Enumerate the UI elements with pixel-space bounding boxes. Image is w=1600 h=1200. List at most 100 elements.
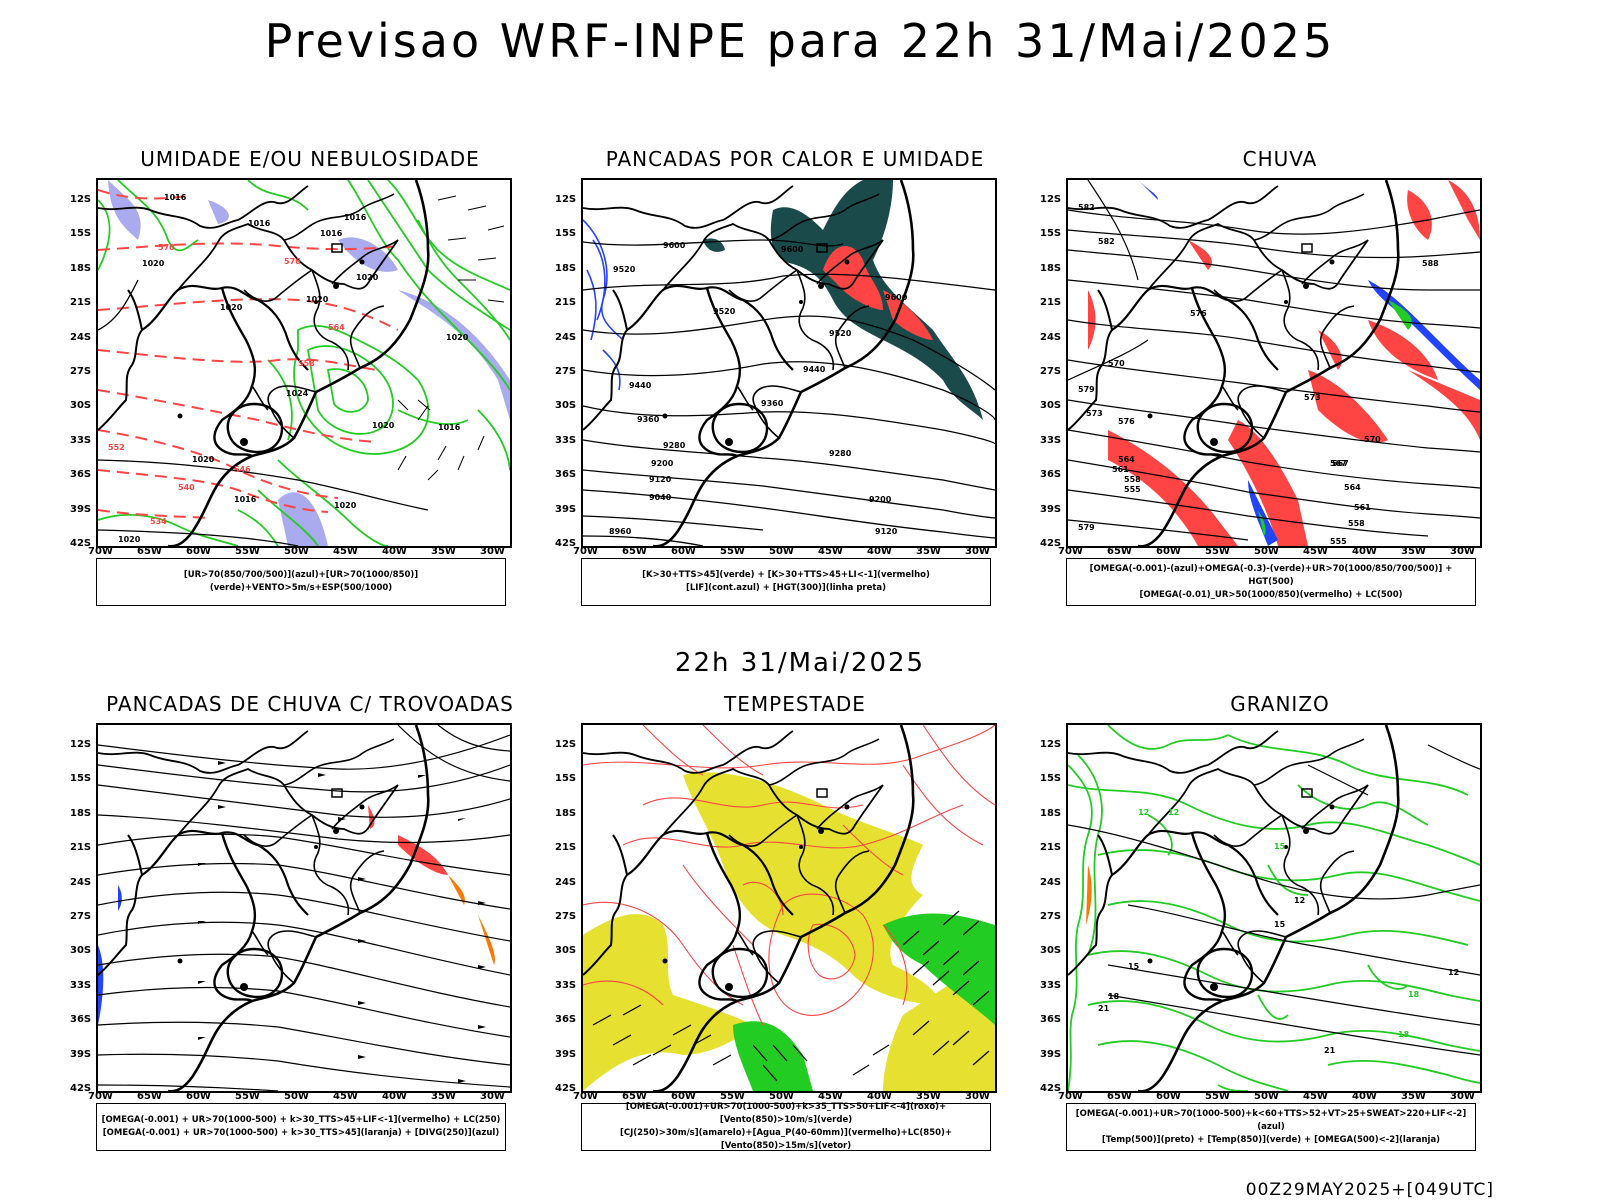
contour-label: 9520 bbox=[829, 329, 852, 338]
lon-tick-label: 45W bbox=[1303, 546, 1328, 557]
contour-label: 1016 bbox=[164, 193, 187, 202]
contour-label: 1016 bbox=[320, 229, 343, 238]
panel-title: PANCADAS POR CALOR E UMIDADE bbox=[605, 147, 985, 171]
lon-tick-label: 35W bbox=[916, 1091, 941, 1102]
map-canvas: 582 576 570 579 573 576 579 573 570 567 … bbox=[1068, 180, 1480, 546]
contour-label: 561 bbox=[1354, 503, 1371, 512]
lat-tick-label: 33S bbox=[1040, 979, 1062, 991]
legend-line: [CJ(250)>30m/s](amarelo)+[Agua_P(40-60mm… bbox=[619, 1128, 953, 1151]
lon-tick-label: 30W bbox=[1450, 1091, 1475, 1102]
lat-tick-label: 27S bbox=[70, 911, 92, 922]
contour-label: 1020 bbox=[372, 421, 395, 430]
lat-tick-label: 42S bbox=[1040, 538, 1062, 549]
contour-label: 534 bbox=[150, 517, 167, 526]
lat-tick-label: 36S bbox=[1040, 469, 1062, 481]
contour-label: 1020 bbox=[446, 333, 469, 342]
lat-tick-label: 33S bbox=[70, 434, 92, 446]
lon-tick-label: 35W bbox=[1401, 1091, 1426, 1102]
lat-tick-label: 36S bbox=[1040, 1014, 1062, 1026]
contour-label: 9520 bbox=[613, 265, 636, 274]
lat-tick-label: 42S bbox=[555, 1083, 577, 1094]
lat-tick-label: 36S bbox=[555, 469, 577, 481]
lon-tick-label: 45W bbox=[818, 1091, 843, 1102]
lat-tick-label: 18S bbox=[1040, 262, 1062, 274]
lat-tick-label: 42S bbox=[70, 538, 92, 549]
lon-tick-label: 40W bbox=[382, 546, 407, 557]
lon-tick-label: 40W bbox=[867, 546, 892, 557]
lat-tick-label: 33S bbox=[555, 979, 577, 991]
lat-tick-label: 18S bbox=[1040, 807, 1062, 819]
lon-tick-label: 50W bbox=[769, 546, 794, 557]
panel-chuva: CHUVA bbox=[1040, 145, 1520, 655]
lat-tick-label: 30S bbox=[1040, 945, 1062, 957]
lat-tick-label: 39S bbox=[555, 503, 577, 515]
lon-tick-label: 40W bbox=[1352, 1091, 1377, 1102]
contour-label: 9600 bbox=[885, 293, 908, 302]
lat-tick-label: 21S bbox=[555, 842, 577, 854]
contour-label: 9120 bbox=[875, 527, 898, 536]
contour-label: 1020 bbox=[142, 259, 165, 268]
contour-label: 555 bbox=[1330, 537, 1347, 546]
panel-umidade: UMIDADE E/OU NEBULOSIDADE bbox=[70, 145, 550, 655]
lat-tick-label: 18S bbox=[555, 262, 577, 274]
lon-tick-label: 60W bbox=[186, 1091, 211, 1102]
contour-label: 552 bbox=[108, 443, 125, 452]
legend-box: [OMEGA(-0.001)+UR>70(1000-500)+k<60+TTS>… bbox=[1066, 1103, 1476, 1151]
contour-label: 579 bbox=[1078, 385, 1095, 394]
contour-label: 573 bbox=[1086, 409, 1103, 418]
contour-label: 567 bbox=[1330, 459, 1347, 468]
lon-tick-label: 70W bbox=[88, 1091, 113, 1102]
contour-label: 546 bbox=[234, 465, 251, 474]
contour-label: 564 bbox=[1344, 483, 1361, 492]
lat-tick-label: 36S bbox=[70, 1014, 92, 1026]
contour-label: 21 bbox=[1098, 1004, 1110, 1013]
lat-tick-label: 42S bbox=[70, 1083, 92, 1094]
contour-label: 12 bbox=[1168, 808, 1179, 817]
contour-label: 15 bbox=[1128, 962, 1140, 971]
lon-tick-label: 45W bbox=[1303, 1091, 1328, 1102]
map-frame: 582 576 570 579 573 576 579 573 570 567 … bbox=[1066, 178, 1482, 548]
lon-tick-label: 35W bbox=[1401, 546, 1426, 557]
legend-box: [OMEGA(-0.001)-(azul)+OMEGA(-0.3)-(verde… bbox=[1066, 558, 1476, 606]
contour-label: 8960 bbox=[609, 527, 632, 536]
contour-label: 18 bbox=[1408, 990, 1420, 999]
map-frame: 12 12 15 15 12 15 18 18 21 21 12 18 bbox=[1066, 723, 1482, 1093]
lat-tick-label: 18S bbox=[70, 807, 92, 819]
lat-tick-label: 15S bbox=[555, 228, 577, 240]
contour-label: 1020 bbox=[192, 455, 215, 464]
contour-label: 540 bbox=[178, 483, 195, 492]
lat-tick-label: 27S bbox=[70, 366, 92, 377]
legend-line: [UR>70(850/700/500)](azul)+[UR>70(1000/8… bbox=[183, 570, 419, 593]
lat-tick-label: 42S bbox=[555, 538, 577, 549]
lon-tick-label: 70W bbox=[1058, 1091, 1083, 1102]
lon-tick-label: 40W bbox=[1352, 546, 1377, 557]
lon-tick-label: 70W bbox=[88, 546, 113, 557]
lon-tick-label: 30W bbox=[480, 1091, 505, 1102]
lon-tick-label: 65W bbox=[1107, 546, 1132, 557]
lon-tick-label: 35W bbox=[431, 546, 456, 557]
lon-tick-label: 65W bbox=[137, 1091, 162, 1102]
legend-line: [Temp(500)](preto) + [Temp(850)](verde) … bbox=[1101, 1134, 1441, 1145]
lon-tick-label: 50W bbox=[1254, 546, 1279, 557]
lat-tick-label: 24S bbox=[555, 331, 577, 343]
contour-label: 1020 bbox=[334, 501, 357, 510]
contour-label: 579 bbox=[1078, 523, 1095, 532]
lat-tick-label: 27S bbox=[1040, 911, 1062, 922]
map-frame: 1016 1016 1016 1016 1020 1020 1020 1020 … bbox=[96, 178, 512, 548]
lat-tick-label: 18S bbox=[555, 807, 577, 819]
panel-trovoadas: PANCADAS DE CHUVA C/ TROVOADAS bbox=[70, 690, 550, 1200]
contour-label: 576 bbox=[284, 257, 301, 266]
panel-granizo: GRANIZO bbox=[1040, 690, 1520, 1200]
lat-tick-label: 36S bbox=[70, 469, 92, 481]
contour-label: 570 bbox=[1364, 435, 1381, 444]
map-frame bbox=[96, 723, 512, 1093]
legend-box: [UR>70(850/700/500)](azul)+[UR>70(1000/8… bbox=[96, 558, 506, 606]
contour-label: 1016 bbox=[344, 213, 367, 222]
contour-label: 1024 bbox=[286, 389, 309, 398]
lat-tick-label: 30S bbox=[555, 400, 577, 412]
lon-tick-label: 70W bbox=[1058, 546, 1083, 557]
contour-label: 564 bbox=[328, 323, 345, 332]
lon-tick-label: 30W bbox=[480, 546, 505, 557]
contour-label: 1016 bbox=[234, 495, 257, 504]
contour-label: 558 bbox=[1124, 475, 1141, 484]
